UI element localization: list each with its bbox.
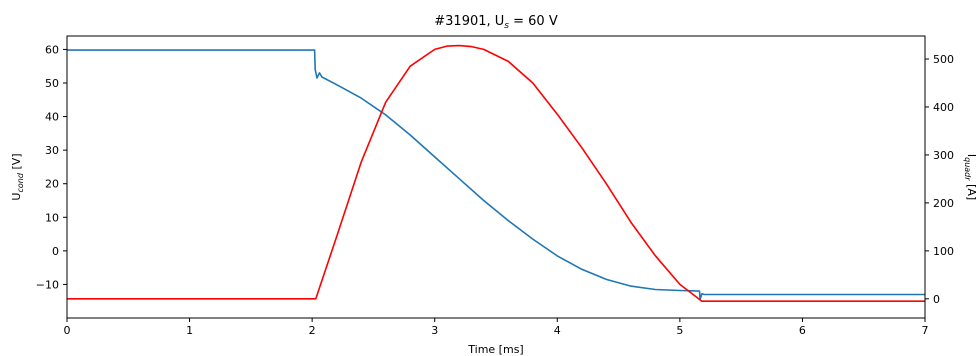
x-tick-label-1: 1	[186, 324, 193, 337]
y-left-tick-label-7: 60	[45, 43, 59, 56]
y-right-tick-label-0: 0	[933, 293, 940, 306]
x-tick-label-0: 0	[64, 324, 71, 337]
x-tick-label-5: 5	[676, 324, 683, 337]
series-line-0-left-axis	[67, 49, 925, 301]
plot-frame	[66, 35, 926, 319]
y-left-tick-label-4: 30	[45, 144, 59, 157]
x-tick-label-4: 4	[554, 324, 561, 337]
ylabel-left-subscript: cond	[16, 172, 25, 192]
y-left-tick-label-2: 10	[45, 211, 59, 224]
y-left-tick-label-3: 20	[45, 178, 59, 191]
title-rest: = 60 V	[509, 14, 558, 29]
y-right-tick-label-1: 100	[933, 245, 954, 258]
ylabel-left-main: U	[10, 193, 23, 201]
ylabel-left-rest: [V]	[10, 153, 23, 173]
x-axis: 0 1 2 3 4 5 6 7	[64, 318, 929, 337]
x-axis-label: Time [ms]	[467, 343, 523, 356]
series-line-1-right-axis	[67, 44, 925, 303]
y-axis-right: 0 100 200 300 400 500	[925, 53, 954, 306]
ylabel-right-subscript: quadr	[963, 157, 972, 181]
x-tick-label-7: 7	[922, 324, 929, 337]
title-main: #31901, U	[434, 14, 504, 29]
y-left-tick-label-1: 0	[52, 245, 59, 258]
x-tick-label-3: 3	[431, 324, 438, 337]
y-left-tick-label-5: 40	[45, 111, 59, 124]
y-axis-right-label: Iquadr [A]	[963, 154, 978, 200]
y-left-tick-label-0: −10	[36, 278, 59, 291]
plot-area	[67, 44, 925, 303]
y-left-tick-label-6: 50	[45, 77, 59, 90]
x-tick-label-6: 6	[799, 324, 806, 337]
y-right-tick-label-5: 500	[933, 53, 954, 66]
y-right-tick-label-4: 400	[933, 101, 954, 114]
y-right-tick-label-3: 300	[933, 149, 954, 162]
ylabel-right-rest: [A]	[965, 181, 978, 201]
y-right-tick-label-2: 200	[933, 197, 954, 210]
y-axis-left-label: Ucond [V]	[10, 153, 25, 200]
chart-title: #31901, Us = 60 V	[434, 14, 558, 31]
y-axis-left: −10 0 10 20 30 40 50 60	[36, 43, 67, 291]
title-subscript: s	[504, 21, 509, 31]
x-tick-label-2: 2	[309, 324, 316, 337]
ylabel-right-main: I	[965, 154, 978, 157]
